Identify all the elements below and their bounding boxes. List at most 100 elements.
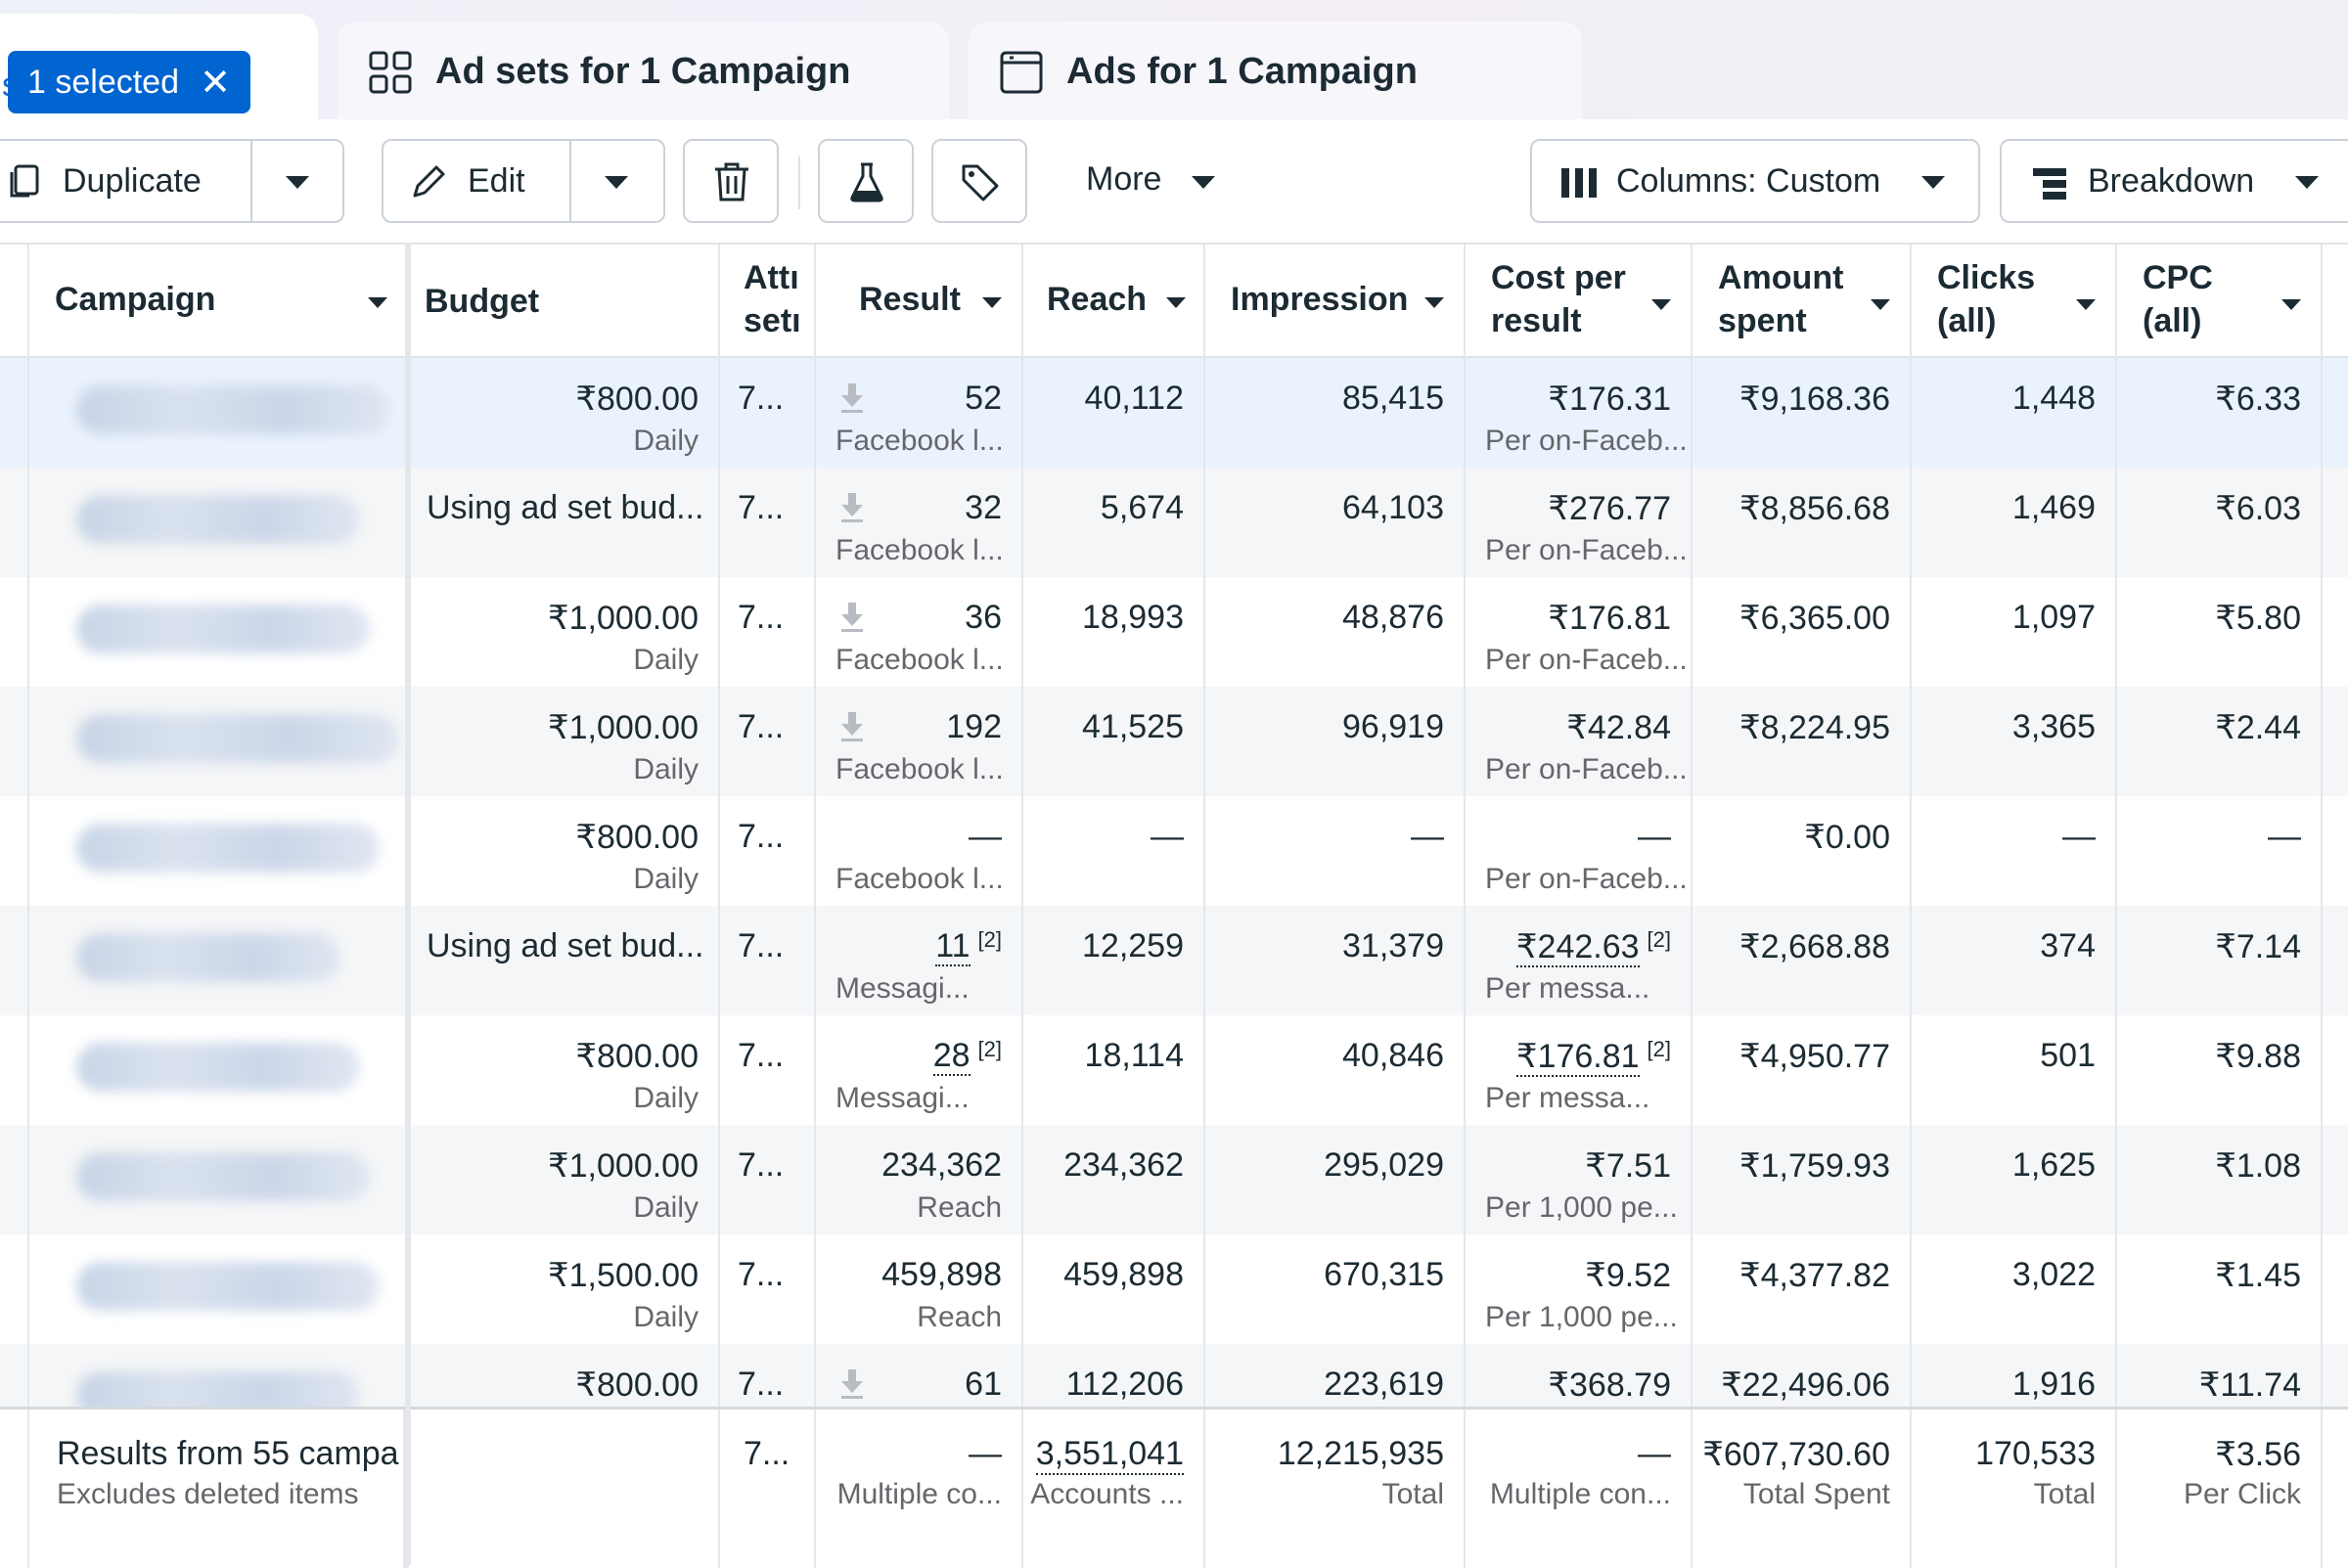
tab-ads[interactable]: Ads for 1 Campaign (969, 22, 1582, 119)
totals-clicks-sub: Total (2033, 1478, 2096, 1510)
tab-ad-sets[interactable]: Ad sets for 1 Campaign (338, 22, 949, 119)
table-row[interactable]: ₹1,000.00 Daily 7... 192 Facebook l... 41,525… (0, 687, 2348, 796)
attribution-value: 7... (738, 927, 785, 964)
header-result[interactable]: Result (816, 245, 1023, 358)
result-number: — (969, 818, 1002, 855)
reach-value: 459,898 (1063, 1256, 1184, 1293)
header-attribution-line2: setı (744, 302, 801, 339)
row-checkbox-cell[interactable] (0, 796, 29, 906)
table-row[interactable]: ₹800.00 Daily 7... 52 Facebook l... 40,112 85,… (0, 358, 2348, 468)
result-number[interactable]: 11 (935, 927, 971, 966)
header-clicks[interactable]: Clicks (all) (1912, 245, 2117, 358)
header-budget-label: Budget (425, 283, 540, 320)
sort-cost-chevron-icon[interactable] (1651, 299, 1671, 310)
sort-cpc-chevron-icon[interactable] (2281, 299, 2301, 310)
breakdown-button[interactable]: Breakdown (2000, 139, 2348, 223)
frozen-column-divider (405, 243, 411, 1565)
result-value: 192 (946, 708, 1002, 746)
sort-campaign-chevron-icon[interactable] (368, 297, 387, 308)
cost-number: ₹176.31 (1548, 381, 1671, 418)
sort-amount-chevron-icon[interactable] (1871, 299, 1890, 310)
totals-cost: — Multiple con... (1466, 1410, 1693, 1568)
campaign-name-cell[interactable] (29, 1015, 409, 1125)
result-number: 52 (965, 380, 1002, 417)
cost-value: ₹7.51 (1585, 1146, 1671, 1186)
totals-label-cell: Results from 55 campa Excludes deleted i… (29, 1410, 409, 1568)
clicks-value: 1,448 (2011, 380, 2096, 417)
table-row[interactable]: ₹1,000.00 Daily 7... 36 Facebook l... 18,993 4… (0, 577, 2348, 687)
result-number[interactable]: 28 (932, 1037, 971, 1076)
campaign-name-cell[interactable] (29, 906, 409, 1015)
tab-campaigns[interactable]: s 1 selected ✕ (0, 14, 318, 119)
header-budget[interactable]: Budget (409, 245, 720, 358)
table-row[interactable]: ₹800.00 Daily 7... 28 [2] Messagi... 18,114 40,… (0, 1015, 2348, 1125)
header-attribution[interactable]: Attı setı (720, 245, 816, 358)
campaign-name-cell[interactable] (29, 796, 409, 906)
table-row[interactable]: ₹800.00 Daily 7... — Facebook l... — — — Per on-… (0, 796, 2348, 906)
row-checkbox-cell[interactable] (0, 577, 29, 687)
result-number: 36 (965, 599, 1002, 636)
cell-budget: ₹1,000.00 Daily (409, 577, 720, 687)
table-row[interactable]: ₹1,500.00 Daily 7... 459,898 Reach 459,898 670… (0, 1234, 2348, 1344)
header-amount-spent[interactable]: Amount spent (1693, 245, 1912, 358)
selected-count-pill[interactable]: 1 selected ✕ (8, 51, 250, 113)
toolbar: Duplicate Edit (0, 119, 2348, 243)
clear-selection-icon[interactable]: ✕ (200, 63, 231, 104)
edit-dropdown-chevron-icon[interactable] (605, 176, 628, 189)
more-menu-button[interactable]: More (1066, 139, 1233, 223)
sort-reach-chevron-icon[interactable] (1166, 297, 1186, 308)
tag-button[interactable] (931, 139, 1027, 223)
campaign-name-cell[interactable] (29, 577, 409, 687)
cost-number[interactable]: ₹176.81 (1515, 1038, 1640, 1077)
row-checkbox-cell[interactable] (0, 1234, 29, 1344)
campaign-name-cell[interactable] (29, 1234, 409, 1344)
campaign-name-cell[interactable] (29, 468, 409, 577)
spent-value: ₹4,950.77 (1739, 1038, 1890, 1075)
header-cpc-line2: (all) (2143, 302, 2202, 339)
cell-impr: 295,029 (1205, 1125, 1466, 1234)
campaign-name-cell[interactable] (29, 358, 409, 468)
cell-cpc: ₹6.03 (2117, 468, 2323, 577)
cost-number[interactable]: ₹242.63 (1515, 928, 1640, 967)
cost-value: ₹276.77 (1548, 489, 1671, 528)
header-impression[interactable]: Impression (1205, 245, 1466, 358)
campaign-name-cell[interactable] (29, 1125, 409, 1234)
duplicate-button[interactable]: Duplicate (63, 162, 202, 200)
cost-basis: Per on-Faceb... (1485, 753, 1688, 785)
spent-value: ₹8,224.95 (1739, 709, 1890, 746)
cost-basis: Per on-Faceb... (1485, 644, 1688, 676)
sort-clicks-chevron-icon[interactable] (2076, 299, 2096, 310)
header-campaign[interactable]: Campaign (29, 245, 409, 358)
cell-reach: 41,525 (1023, 687, 1205, 796)
cell-reach: 234,362 (1023, 1125, 1205, 1234)
split-divider (250, 141, 252, 221)
ab-test-button[interactable] (818, 139, 914, 223)
header-cost-per-result[interactable]: Cost per result (1466, 245, 1693, 358)
cost-number: ₹42.84 (1566, 709, 1671, 746)
totals-clicks-value: 170,533 (1975, 1435, 2096, 1472)
columns-button[interactable]: Columns: Custom (1530, 139, 1980, 223)
campaign-name-redacted (76, 1043, 360, 1092)
row-checkbox-cell[interactable] (0, 906, 29, 1015)
header-cpc[interactable]: CPC (all) (2117, 245, 2323, 358)
row-checkbox-cell[interactable] (0, 1125, 29, 1234)
campaign-name-cell[interactable] (29, 687, 409, 796)
row-checkbox-cell[interactable] (0, 1015, 29, 1125)
totals-reach-value[interactable]: 3,551,041 (1035, 1435, 1184, 1475)
row-checkbox-cell[interactable] (0, 358, 29, 468)
header-reach[interactable]: Reach (1023, 245, 1205, 358)
sort-result-chevron-icon[interactable] (982, 297, 1002, 308)
cost-basis: Per 1,000 pe... (1485, 1191, 1678, 1224)
sort-impression-chevron-icon[interactable] (1424, 297, 1444, 308)
cell-budget: ₹1,500.00 Daily (409, 1234, 720, 1344)
table-row[interactable]: ₹1,000.00 Daily 7... 234,362 Reach 234,362 295… (0, 1125, 2348, 1234)
edit-button[interactable]: Edit (468, 162, 525, 200)
row-checkbox-cell[interactable] (0, 687, 29, 796)
duplicate-dropdown-chevron-icon[interactable] (286, 176, 309, 189)
delete-button[interactable] (683, 139, 779, 223)
table-row[interactable]: Using ad set bud... 7... 32 Facebook l... 5,… (0, 468, 2348, 577)
table-row[interactable]: Using ad set bud... 7... 11 [2] Messagi... 12… (0, 906, 2348, 1015)
row-checkbox-cell[interactable] (0, 468, 29, 577)
row-checkbox-cell[interactable] (0, 1344, 29, 1454)
budget-period: Daily (633, 644, 699, 676)
